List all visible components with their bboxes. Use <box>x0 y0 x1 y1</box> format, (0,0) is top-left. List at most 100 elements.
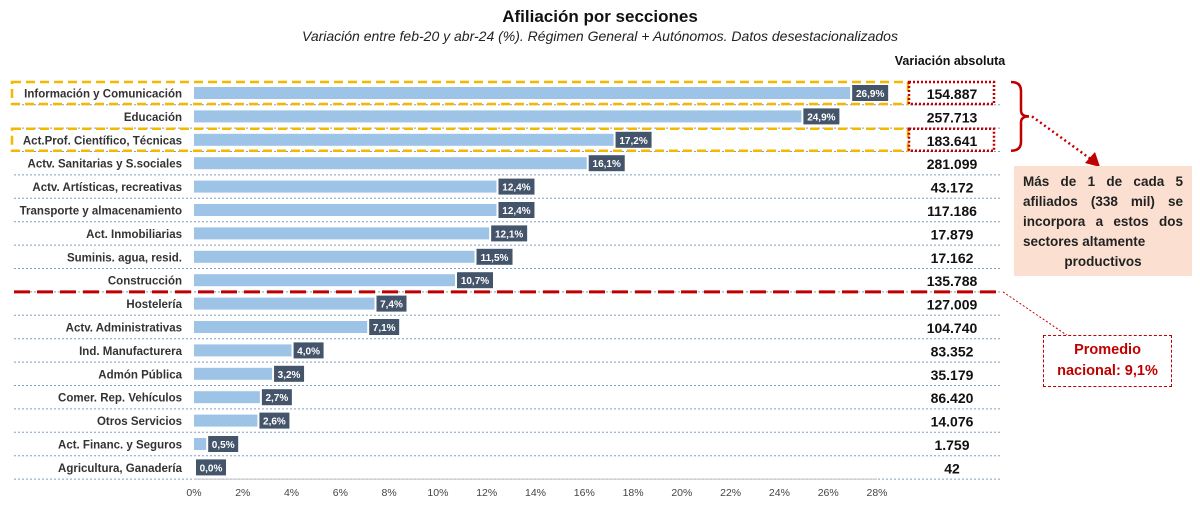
data-label: 11,5% <box>481 253 509 264</box>
data-label-bg <box>498 202 535 218</box>
absolute-value: 35.179 <box>931 367 974 383</box>
data-label: 17,2% <box>619 136 647 147</box>
absolute-value: 42 <box>944 460 960 476</box>
absolute-value: 1.759 <box>934 437 969 453</box>
bar <box>194 157 587 170</box>
callout-text: Más de 1 de cada 5 afiliados (338 mil) s… <box>1023 174 1183 249</box>
callout-text-last: productivos <box>1064 254 1142 269</box>
data-label: 26,9% <box>856 89 884 100</box>
category-label: Admón Pública <box>98 369 182 381</box>
category-label: Información y Comunicación <box>24 89 182 101</box>
callout-box: Más de 1 de cada 5 afiliados (338 mil) s… <box>1014 166 1192 276</box>
x-tick-label: 16% <box>574 487 595 499</box>
national-average-label-2: nacional: 9,1% <box>1057 363 1158 379</box>
absolute-value: 127.009 <box>927 297 978 313</box>
absolute-value: 17.879 <box>931 226 974 242</box>
data-label: 12,4% <box>502 206 530 217</box>
x-tick-label: 18% <box>623 487 644 499</box>
callout-arrow <box>1031 115 1093 162</box>
absolute-value: 117.186 <box>927 203 977 219</box>
absolute-variation-header: Variación absoluta <box>894 54 1006 68</box>
data-label: 7,4% <box>380 300 403 311</box>
bar <box>194 344 292 357</box>
data-label: 2,7% <box>265 393 288 404</box>
absolute-value: 14.076 <box>931 414 974 430</box>
bar <box>194 367 273 380</box>
data-label: 2,6% <box>263 417 286 428</box>
data-label-bg <box>208 436 239 452</box>
average-connector <box>1002 291 1069 337</box>
data-label-bg <box>498 178 535 195</box>
x-tick-label: 8% <box>382 487 397 499</box>
category-label: Hostelería <box>126 299 182 311</box>
absolute-value: 183.641 <box>927 133 978 149</box>
bar <box>194 391 260 404</box>
data-label: 24,9% <box>807 112 835 123</box>
data-label-bg <box>274 365 305 382</box>
bar <box>194 250 475 263</box>
national-average-box: Promedio nacional: 9,1% <box>1043 335 1172 387</box>
bar <box>194 227 490 240</box>
x-tick-label: 12% <box>476 487 497 499</box>
data-label-bg <box>457 272 494 289</box>
highlight-value-box <box>907 80 996 106</box>
category-label: Actv. Artísticas, recreativas <box>32 182 182 194</box>
callout-arrowhead <box>1085 152 1100 167</box>
absolute-value: 17.162 <box>931 250 974 266</box>
highlight-value-box <box>907 127 996 153</box>
data-label: 12,4% <box>502 183 530 194</box>
data-label: 3,2% <box>278 370 301 381</box>
bar <box>194 414 258 427</box>
data-label-bg <box>293 342 324 359</box>
x-tick-label: 22% <box>720 487 741 499</box>
highlight-box <box>10 80 910 106</box>
data-label: 0,0% <box>200 463 223 474</box>
absolute-value: 83.352 <box>931 343 974 359</box>
data-label-bg <box>376 295 407 312</box>
data-label-bg <box>476 248 513 265</box>
x-tick-label: 2% <box>235 487 250 499</box>
bracket <box>1010 80 1030 153</box>
category-label: Construcción <box>108 276 182 288</box>
absolute-value: 43.172 <box>931 180 974 196</box>
category-label: Transporte y almacenamiento <box>20 206 182 218</box>
chart-subtitle: Variación entre feb-20 y abr-24 (%). Rég… <box>302 28 898 44</box>
category-label: Educación <box>124 112 182 124</box>
data-label: 16,1% <box>593 159 621 170</box>
category-label: Actv. Sanitarias y S.sociales <box>28 159 182 171</box>
bar <box>194 110 802 123</box>
data-label-bg <box>615 131 652 148</box>
chart-title: Afiliación por secciones <box>502 7 698 26</box>
absolute-value: 257.713 <box>927 109 978 125</box>
absolute-value: 281.099 <box>927 156 978 172</box>
data-label-bg <box>588 155 625 172</box>
category-label: Otros Servicios <box>97 416 182 428</box>
category-label: Agricultura, Ganadería <box>58 463 183 475</box>
data-label: 10,7% <box>461 276 489 287</box>
data-label-bg <box>491 225 528 242</box>
x-tick-label: 20% <box>671 487 692 499</box>
data-label: 0,5% <box>212 440 235 451</box>
x-tick-label: 4% <box>284 487 299 499</box>
category-label: Suminis. agua, resid. <box>67 252 182 264</box>
data-label-bg <box>259 412 290 429</box>
bar <box>194 274 456 287</box>
bar <box>194 321 368 333</box>
highlight-box <box>10 127 910 153</box>
data-label: 4,0% <box>297 346 320 357</box>
absolute-value: 86.420 <box>931 390 974 406</box>
bar <box>194 87 851 99</box>
data-label: 7,1% <box>373 323 396 334</box>
x-tick-label: 0% <box>186 487 201 499</box>
category-label: Act.Prof. Científico, Técnicas <box>23 135 182 147</box>
data-label-bg <box>261 389 292 406</box>
category-label: Actv. Administrativas <box>66 323 182 335</box>
bar <box>194 204 497 216</box>
data-label-bg <box>803 108 840 125</box>
absolute-value: 135.788 <box>927 273 978 289</box>
x-tick-label: 28% <box>866 487 887 499</box>
bar <box>194 297 375 310</box>
category-label: Act. Inmobiliarias <box>86 229 182 241</box>
absolute-value: 154.887 <box>927 86 978 102</box>
